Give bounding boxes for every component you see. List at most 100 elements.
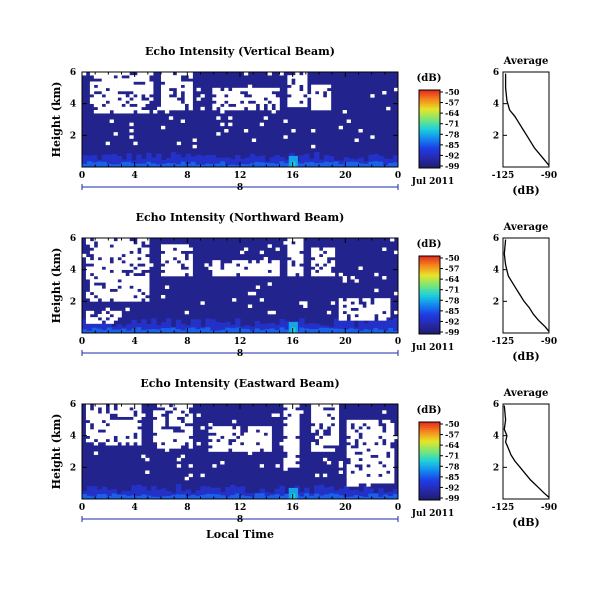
echo-cell — [225, 321, 231, 333]
missing-cell — [334, 429, 340, 433]
missing-cell — [378, 442, 383, 446]
echo-cell — [264, 162, 271, 167]
missing-cell — [326, 253, 332, 258]
missing-cell — [390, 448, 395, 452]
missing-cell — [366, 419, 371, 424]
missing-cell — [319, 94, 324, 98]
echo-cell — [393, 162, 399, 167]
missing-cell — [338, 125, 343, 130]
echo-cell — [126, 495, 132, 499]
missing-cell — [145, 298, 150, 302]
missing-cell — [236, 94, 241, 98]
missing-cell — [133, 263, 138, 267]
missing-cell — [109, 100, 114, 104]
missing-cell — [350, 457, 355, 462]
missing-cell — [291, 94, 296, 98]
missing-cell — [172, 78, 178, 82]
missing-cell — [141, 282, 146, 286]
missing-cell — [180, 438, 185, 443]
missing-cell — [334, 442, 340, 446]
colorbar-tick-label: -78 — [445, 461, 460, 471]
missing-cell — [109, 247, 114, 251]
missing-cell — [378, 426, 383, 430]
missing-cell — [251, 448, 257, 452]
missing-cell — [311, 442, 316, 446]
missing-cell — [97, 72, 103, 76]
missing-cell — [145, 247, 150, 251]
missing-cell — [109, 407, 114, 411]
missing-cell — [168, 100, 174, 104]
missing-cell — [275, 260, 280, 264]
missing-cell — [370, 432, 375, 436]
missing-cell — [117, 404, 122, 408]
missing-cell — [85, 314, 91, 318]
missing-cell — [386, 423, 391, 427]
echo-peak — [291, 161, 296, 167]
missing-cell — [145, 276, 150, 280]
missing-cell — [240, 435, 245, 440]
echo-cell — [328, 493, 335, 499]
missing-cell — [287, 100, 292, 104]
missing-cell — [315, 448, 320, 452]
missing-cell — [275, 247, 280, 251]
missing-cell — [109, 94, 114, 98]
missing-cell — [161, 94, 166, 98]
missing-cell — [97, 103, 103, 108]
missing-cell — [176, 78, 182, 82]
missing-cell — [315, 404, 320, 408]
colorbar-segment — [419, 148, 440, 151]
missing-cell — [271, 94, 276, 98]
missing-cell — [251, 97, 257, 101]
missing-cell — [93, 413, 99, 417]
missing-cell — [259, 445, 264, 449]
missing-cell — [378, 457, 383, 462]
missing-cell — [326, 269, 332, 274]
echo-cell — [91, 327, 98, 333]
echo-peak — [291, 327, 296, 333]
missing-cell — [390, 467, 395, 471]
missing-cell — [295, 78, 300, 82]
missing-cell — [113, 100, 118, 104]
missing-cell — [322, 410, 328, 414]
missing-cell — [322, 269, 328, 274]
missing-cell — [89, 298, 95, 302]
missing-cell — [89, 310, 95, 315]
missing-cell — [267, 282, 272, 286]
colorbar-tick-label: -99 — [445, 493, 460, 503]
missing-cell — [188, 87, 193, 92]
missing-cell — [220, 432, 225, 436]
missing-cell — [291, 100, 296, 104]
missing-cell — [350, 448, 355, 452]
missing-cell — [374, 298, 379, 302]
missing-cell — [184, 407, 189, 411]
missing-cell — [240, 263, 245, 267]
missing-cell — [283, 442, 288, 446]
missing-cell — [125, 244, 130, 248]
colorbar-segment — [419, 480, 440, 483]
missing-cell — [275, 263, 280, 267]
missing-cell — [101, 269, 106, 274]
missing-cell — [358, 423, 363, 427]
missing-cell — [93, 272, 99, 277]
missing-cell — [362, 467, 367, 471]
missing-cell — [338, 461, 343, 465]
missing-cell — [101, 97, 106, 101]
missing-cell — [291, 432, 296, 436]
missing-cell — [176, 413, 182, 417]
missing-cell — [93, 423, 99, 427]
colorbar-segment — [419, 494, 440, 497]
missing-cell — [370, 448, 375, 452]
echo-cell — [126, 490, 132, 499]
missing-cell — [172, 419, 178, 424]
missing-cell — [291, 442, 296, 446]
missing-cell — [330, 272, 336, 277]
echo-cell — [358, 491, 364, 499]
missing-cell — [291, 416, 296, 421]
missing-cell — [299, 91, 304, 95]
missing-cell — [303, 91, 308, 95]
missing-cell — [374, 467, 379, 471]
missing-cell — [291, 272, 296, 277]
missing-cell — [295, 84, 300, 89]
missing-cell — [311, 419, 316, 424]
echo-cell — [249, 493, 256, 499]
